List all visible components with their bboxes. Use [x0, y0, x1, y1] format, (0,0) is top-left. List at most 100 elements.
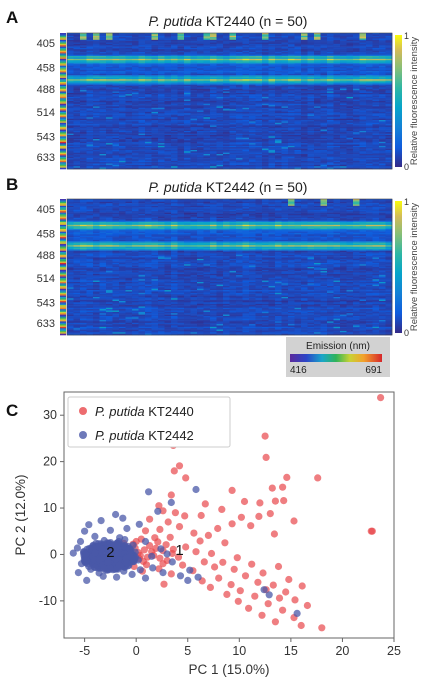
heatmap-a-cell — [145, 91, 152, 94]
heatmap-a-cell — [190, 76, 198, 79]
heatmap-a-cell — [190, 73, 198, 76]
heatmap-a-cell — [216, 155, 224, 158]
heatmap-a-cell — [223, 103, 230, 106]
heatmap-a-cell — [197, 77, 204, 80]
heatmap-a-cell — [379, 81, 386, 84]
heatmap-a-cell — [385, 41, 393, 43]
heatmap-a-cell — [216, 47, 224, 50]
heatmap-a-cell — [255, 141, 263, 144]
heatmap-a-cell — [346, 83, 354, 85]
heatmap-a-cell — [125, 73, 133, 76]
heatmap-a-cell — [190, 114, 198, 117]
heatmap-a-cell — [379, 61, 386, 64]
heatmap-a-cell — [327, 83, 334, 85]
heatmap-a-cell — [119, 155, 126, 158]
heatmap-a-cell — [119, 130, 126, 133]
heatmap-a-cell — [86, 56, 94, 58]
heatmap-a-cell — [372, 124, 380, 126]
heatmap-a-cell — [353, 61, 360, 64]
heatmap-a-cell — [359, 88, 367, 91]
heatmap-a-cell — [112, 79, 120, 81]
heatmap-a-cell — [281, 155, 289, 158]
heatmap-a-cell — [288, 34, 295, 37]
heatmap-a-cell — [210, 136, 217, 139]
heatmap-a-cell — [99, 99, 107, 102]
heatmap-a-cell — [333, 135, 341, 137]
heatmap-a-cell — [171, 75, 178, 77]
heatmap-a-cell — [177, 99, 185, 102]
heatmap-a-cell — [112, 67, 120, 69]
heatmap-a-cell — [372, 107, 380, 110]
heatmap-a-cell — [307, 128, 315, 130]
heatmap-a-cell — [275, 64, 282, 66]
heatmap-a-cell — [372, 163, 380, 166]
heatmap-a-cell — [138, 45, 146, 47]
heatmap-a-cell — [268, 64, 276, 66]
heatmap-a-cell — [164, 43, 172, 46]
heatmap-a-cell — [67, 159, 74, 162]
heatmap-a-cell — [353, 37, 360, 39]
heatmap-a-cell — [106, 84, 113, 87]
heatmap-a-cell — [138, 88, 146, 91]
heatmap-a-cell — [385, 87, 393, 90]
heatmap-a-cell — [177, 143, 185, 145]
heatmap-a-cell — [333, 102, 341, 105]
heatmap-a-cell — [294, 94, 302, 96]
heatmap-a-cell — [366, 167, 373, 170]
heatmap-a-cell — [242, 79, 250, 81]
heatmap-a-cell — [164, 149, 172, 152]
heatmap-a-cell — [158, 147, 165, 149]
heatmap-a-cell — [236, 83, 243, 85]
heatmap-a-cell — [223, 62, 230, 65]
heatmap-a-cell — [294, 47, 302, 50]
heatmap-a-cell — [288, 121, 295, 124]
heatmap-a-cell — [164, 120, 172, 122]
heatmap-a-cell — [184, 166, 191, 168]
heatmap-a-cell — [106, 163, 113, 166]
heatmap-a-cell — [281, 122, 289, 125]
heatmap-a-cell — [67, 105, 74, 107]
heatmap-a-cell — [236, 145, 243, 148]
heatmap-a-cell — [262, 79, 269, 81]
heatmap-a-cell — [119, 47, 126, 50]
heatmap-a-cell — [314, 149, 321, 152]
heatmap-a-cell — [210, 102, 217, 105]
heatmap-a-cell — [223, 53, 230, 56]
heatmap-a-cell — [184, 105, 191, 107]
heatmap-a-cell — [99, 37, 107, 39]
heatmap-a-cell — [223, 155, 230, 158]
heatmap-a-cell — [93, 164, 100, 167]
heatmap-a-cell — [385, 135, 393, 137]
heatmap-a-cell — [190, 83, 198, 85]
heatmap-a-cell — [359, 52, 367, 54]
heatmap-a-cell — [158, 68, 165, 71]
heatmap-a-cell — [294, 81, 302, 84]
heatmap-a-cell — [86, 114, 94, 117]
heatmap-a-cell — [359, 47, 367, 50]
heatmap-a-cell — [106, 156, 113, 159]
heatmap-a-cell — [112, 148, 120, 151]
heatmap-a-cell — [158, 167, 165, 170]
heatmap-a-cell — [320, 47, 328, 50]
heatmap-a-cell — [353, 71, 360, 73]
heatmap-a-cell — [249, 106, 256, 109]
heatmap-a-cell — [268, 158, 276, 160]
heatmap-a-cell — [164, 107, 172, 110]
heatmap-a-cell — [275, 79, 282, 81]
heatmap-a-cell — [281, 90, 289, 92]
heatmap-a-cell — [158, 117, 165, 119]
heatmap-a-cell — [340, 159, 347, 162]
heatmap-a-cell — [158, 46, 165, 49]
heatmap-a-cell — [314, 154, 321, 156]
heatmap-a-cell — [236, 45, 243, 47]
heatmap-a-cell — [320, 80, 328, 83]
heatmap-a-cell — [125, 42, 133, 45]
heatmap-a-cell — [242, 117, 250, 119]
heatmap-a-cell — [333, 106, 341, 109]
heatmap-a-cell — [268, 106, 276, 109]
heatmap-a-cell — [80, 80, 87, 83]
heatmap-a-cell — [288, 145, 295, 148]
heatmap-a-cell — [236, 147, 243, 149]
heatmap-a-cell — [190, 94, 198, 96]
heatmap-a-cell — [333, 90, 341, 92]
